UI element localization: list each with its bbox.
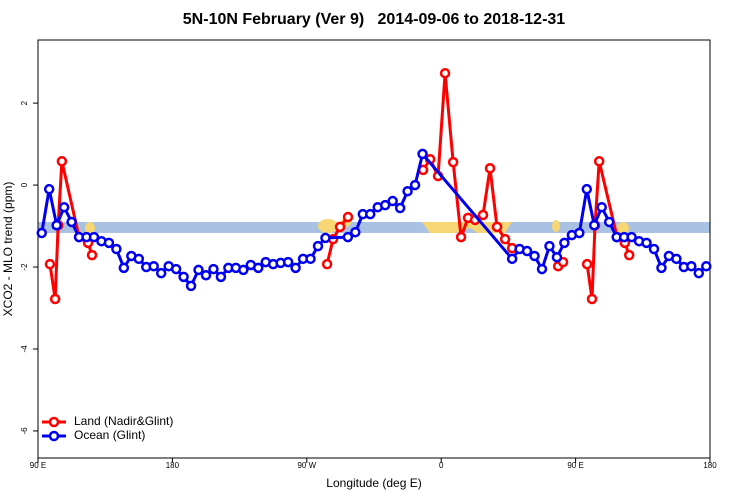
point	[581, 258, 593, 270]
point	[529, 250, 540, 262]
y-tick-label: 2	[20, 100, 29, 105]
point	[477, 209, 489, 221]
point	[626, 231, 637, 243]
point	[103, 237, 115, 249]
x-axis-label: Longitude (deg E)	[326, 476, 421, 490]
point	[574, 227, 585, 239]
y-axis-label: XCO2 - MLO trend (ppm)	[1, 182, 15, 317]
point	[447, 156, 459, 168]
point	[641, 237, 652, 249]
legend-label: Land (Nadir&Glint)	[74, 414, 173, 428]
point	[656, 262, 667, 274]
point	[499, 233, 511, 245]
point	[586, 293, 598, 305]
point	[402, 185, 413, 197]
point	[623, 249, 635, 261]
x-tick-label: 180	[703, 461, 717, 470]
x-tick-label: 0	[439, 461, 444, 470]
point	[559, 237, 570, 249]
point	[544, 240, 555, 252]
x-tick-label: 180	[166, 461, 180, 470]
point	[56, 156, 68, 167]
point	[290, 262, 301, 274]
point	[506, 253, 518, 265]
legend-marker	[48, 416, 60, 428]
point	[693, 267, 705, 279]
point	[200, 269, 212, 281]
legend-label: Ocean (Glint)	[74, 428, 145, 442]
point	[253, 262, 264, 274]
y-tick-label: -4	[20, 345, 29, 353]
x-tick-label: 90 E	[30, 461, 46, 470]
point	[417, 148, 428, 160]
point	[581, 183, 593, 195]
point	[44, 258, 56, 270]
point	[133, 253, 145, 265]
point	[185, 280, 197, 292]
y-tick-label: -2	[20, 263, 29, 271]
point	[334, 221, 346, 233]
point	[208, 263, 219, 275]
point	[321, 258, 333, 270]
point	[394, 202, 406, 214]
point	[686, 260, 697, 272]
point	[238, 264, 249, 276]
point	[49, 293, 61, 305]
point	[593, 156, 605, 167]
point	[312, 240, 324, 252]
point	[484, 163, 496, 174]
point	[596, 201, 607, 213]
chart-title: 5N-10N February (Ver 9) 2014-09-06 to 20…	[183, 11, 566, 28]
point	[148, 260, 159, 272]
point	[118, 262, 130, 274]
point	[350, 226, 361, 238]
point	[701, 260, 712, 272]
point	[521, 245, 533, 257]
point	[379, 199, 391, 211]
point	[439, 67, 451, 79]
point	[536, 263, 548, 275]
point	[603, 216, 615, 228]
point	[51, 219, 62, 231]
point	[43, 183, 55, 195]
point	[387, 195, 398, 207]
point	[215, 271, 227, 283]
plot-frame	[37, 39, 711, 459]
point	[342, 211, 354, 223]
point	[491, 221, 503, 233]
point	[193, 264, 204, 276]
point	[155, 267, 167, 279]
point	[170, 263, 182, 275]
point	[409, 179, 421, 191]
point	[86, 249, 98, 261]
y-tick-label: 0	[20, 182, 29, 187]
point	[111, 243, 122, 255]
point	[551, 251, 563, 263]
point	[66, 216, 77, 228]
x-tick-label: 90 W	[297, 461, 316, 470]
x-tick-label: 90 E	[567, 461, 583, 470]
point	[320, 232, 331, 244]
point	[36, 227, 47, 239]
point	[648, 243, 660, 255]
point	[589, 219, 600, 231]
map-band	[38, 222, 710, 233]
point	[305, 253, 316, 265]
point	[178, 271, 189, 283]
point	[282, 256, 294, 268]
point	[58, 201, 70, 213]
point	[455, 231, 467, 243]
y-tick-label: -6	[20, 427, 29, 435]
point	[671, 253, 682, 265]
legend-marker	[48, 430, 60, 442]
point	[88, 231, 100, 243]
point	[342, 231, 354, 243]
point	[365, 208, 376, 220]
